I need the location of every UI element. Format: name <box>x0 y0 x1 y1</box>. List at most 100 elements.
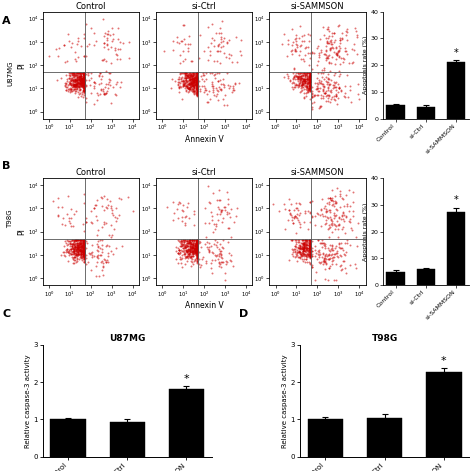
Point <box>192 246 200 253</box>
Point <box>303 74 310 81</box>
Point <box>75 73 82 81</box>
Point <box>294 70 301 77</box>
Point <box>298 32 306 40</box>
Point <box>291 81 299 89</box>
Point <box>298 38 306 45</box>
Point <box>193 244 201 252</box>
Point <box>306 73 314 80</box>
Point <box>313 85 320 92</box>
Point <box>80 77 87 85</box>
Point <box>188 242 196 250</box>
Point <box>301 238 309 246</box>
Point <box>175 84 182 92</box>
Point <box>60 41 68 49</box>
Point <box>182 253 190 260</box>
Point <box>105 70 112 77</box>
Point <box>80 74 87 81</box>
Point <box>191 244 199 252</box>
Point <box>293 251 301 259</box>
Point <box>227 205 234 213</box>
Point <box>64 86 72 93</box>
Point <box>91 100 98 108</box>
Point <box>298 84 305 92</box>
Point <box>192 72 200 80</box>
Point <box>193 78 201 86</box>
Point <box>74 250 82 257</box>
Point <box>74 248 82 255</box>
Point <box>350 47 357 54</box>
Point <box>78 75 85 82</box>
Point <box>193 244 201 251</box>
Point <box>45 52 53 59</box>
Point <box>231 79 239 87</box>
Point <box>75 256 82 263</box>
Point <box>303 75 311 83</box>
Point <box>193 250 201 257</box>
Point <box>313 82 321 90</box>
Point <box>334 22 342 30</box>
Point <box>70 240 77 248</box>
Point <box>180 77 187 84</box>
Point <box>217 43 224 50</box>
Point <box>179 82 186 90</box>
Point <box>80 238 87 245</box>
Point <box>332 50 339 58</box>
Point <box>295 236 302 244</box>
Point <box>306 245 314 253</box>
Point <box>332 92 340 100</box>
Point <box>71 260 78 267</box>
Point <box>303 82 311 89</box>
Point <box>339 246 347 254</box>
Point <box>223 208 230 215</box>
Point <box>193 244 201 252</box>
Point <box>193 76 201 84</box>
Point <box>298 251 305 259</box>
Point <box>200 71 207 79</box>
Point <box>193 243 201 250</box>
Point <box>226 209 233 217</box>
Point <box>190 75 197 82</box>
Point <box>186 245 194 252</box>
Point <box>330 72 337 79</box>
Point <box>80 238 87 246</box>
Point <box>193 75 201 83</box>
Point <box>303 70 310 77</box>
Point <box>80 70 87 77</box>
Point <box>80 77 87 85</box>
Point <box>301 78 309 85</box>
Point <box>72 84 80 91</box>
Point <box>183 236 191 244</box>
Point <box>73 76 81 84</box>
Point <box>190 246 197 254</box>
Point <box>109 211 117 219</box>
Point <box>330 253 338 260</box>
Point <box>306 244 314 252</box>
Point <box>306 82 313 89</box>
Point <box>337 252 345 260</box>
Point <box>193 242 201 249</box>
Point <box>192 85 200 92</box>
Point <box>68 242 75 249</box>
Point <box>338 195 346 202</box>
Point <box>301 244 308 252</box>
Point <box>59 203 66 211</box>
Point <box>78 74 85 81</box>
Point <box>306 243 314 251</box>
Point <box>216 77 223 84</box>
Point <box>183 71 191 79</box>
Point <box>80 88 87 95</box>
Point <box>306 250 314 258</box>
Point <box>76 82 84 89</box>
Point <box>299 251 307 259</box>
Point <box>190 236 198 244</box>
Point <box>77 79 85 87</box>
Point <box>80 247 87 254</box>
Point <box>216 249 224 257</box>
Point <box>80 81 87 89</box>
Point <box>75 243 82 251</box>
Point <box>306 236 314 244</box>
Point <box>80 241 87 248</box>
Point <box>306 73 314 81</box>
Point <box>71 70 78 78</box>
Point <box>73 240 81 247</box>
